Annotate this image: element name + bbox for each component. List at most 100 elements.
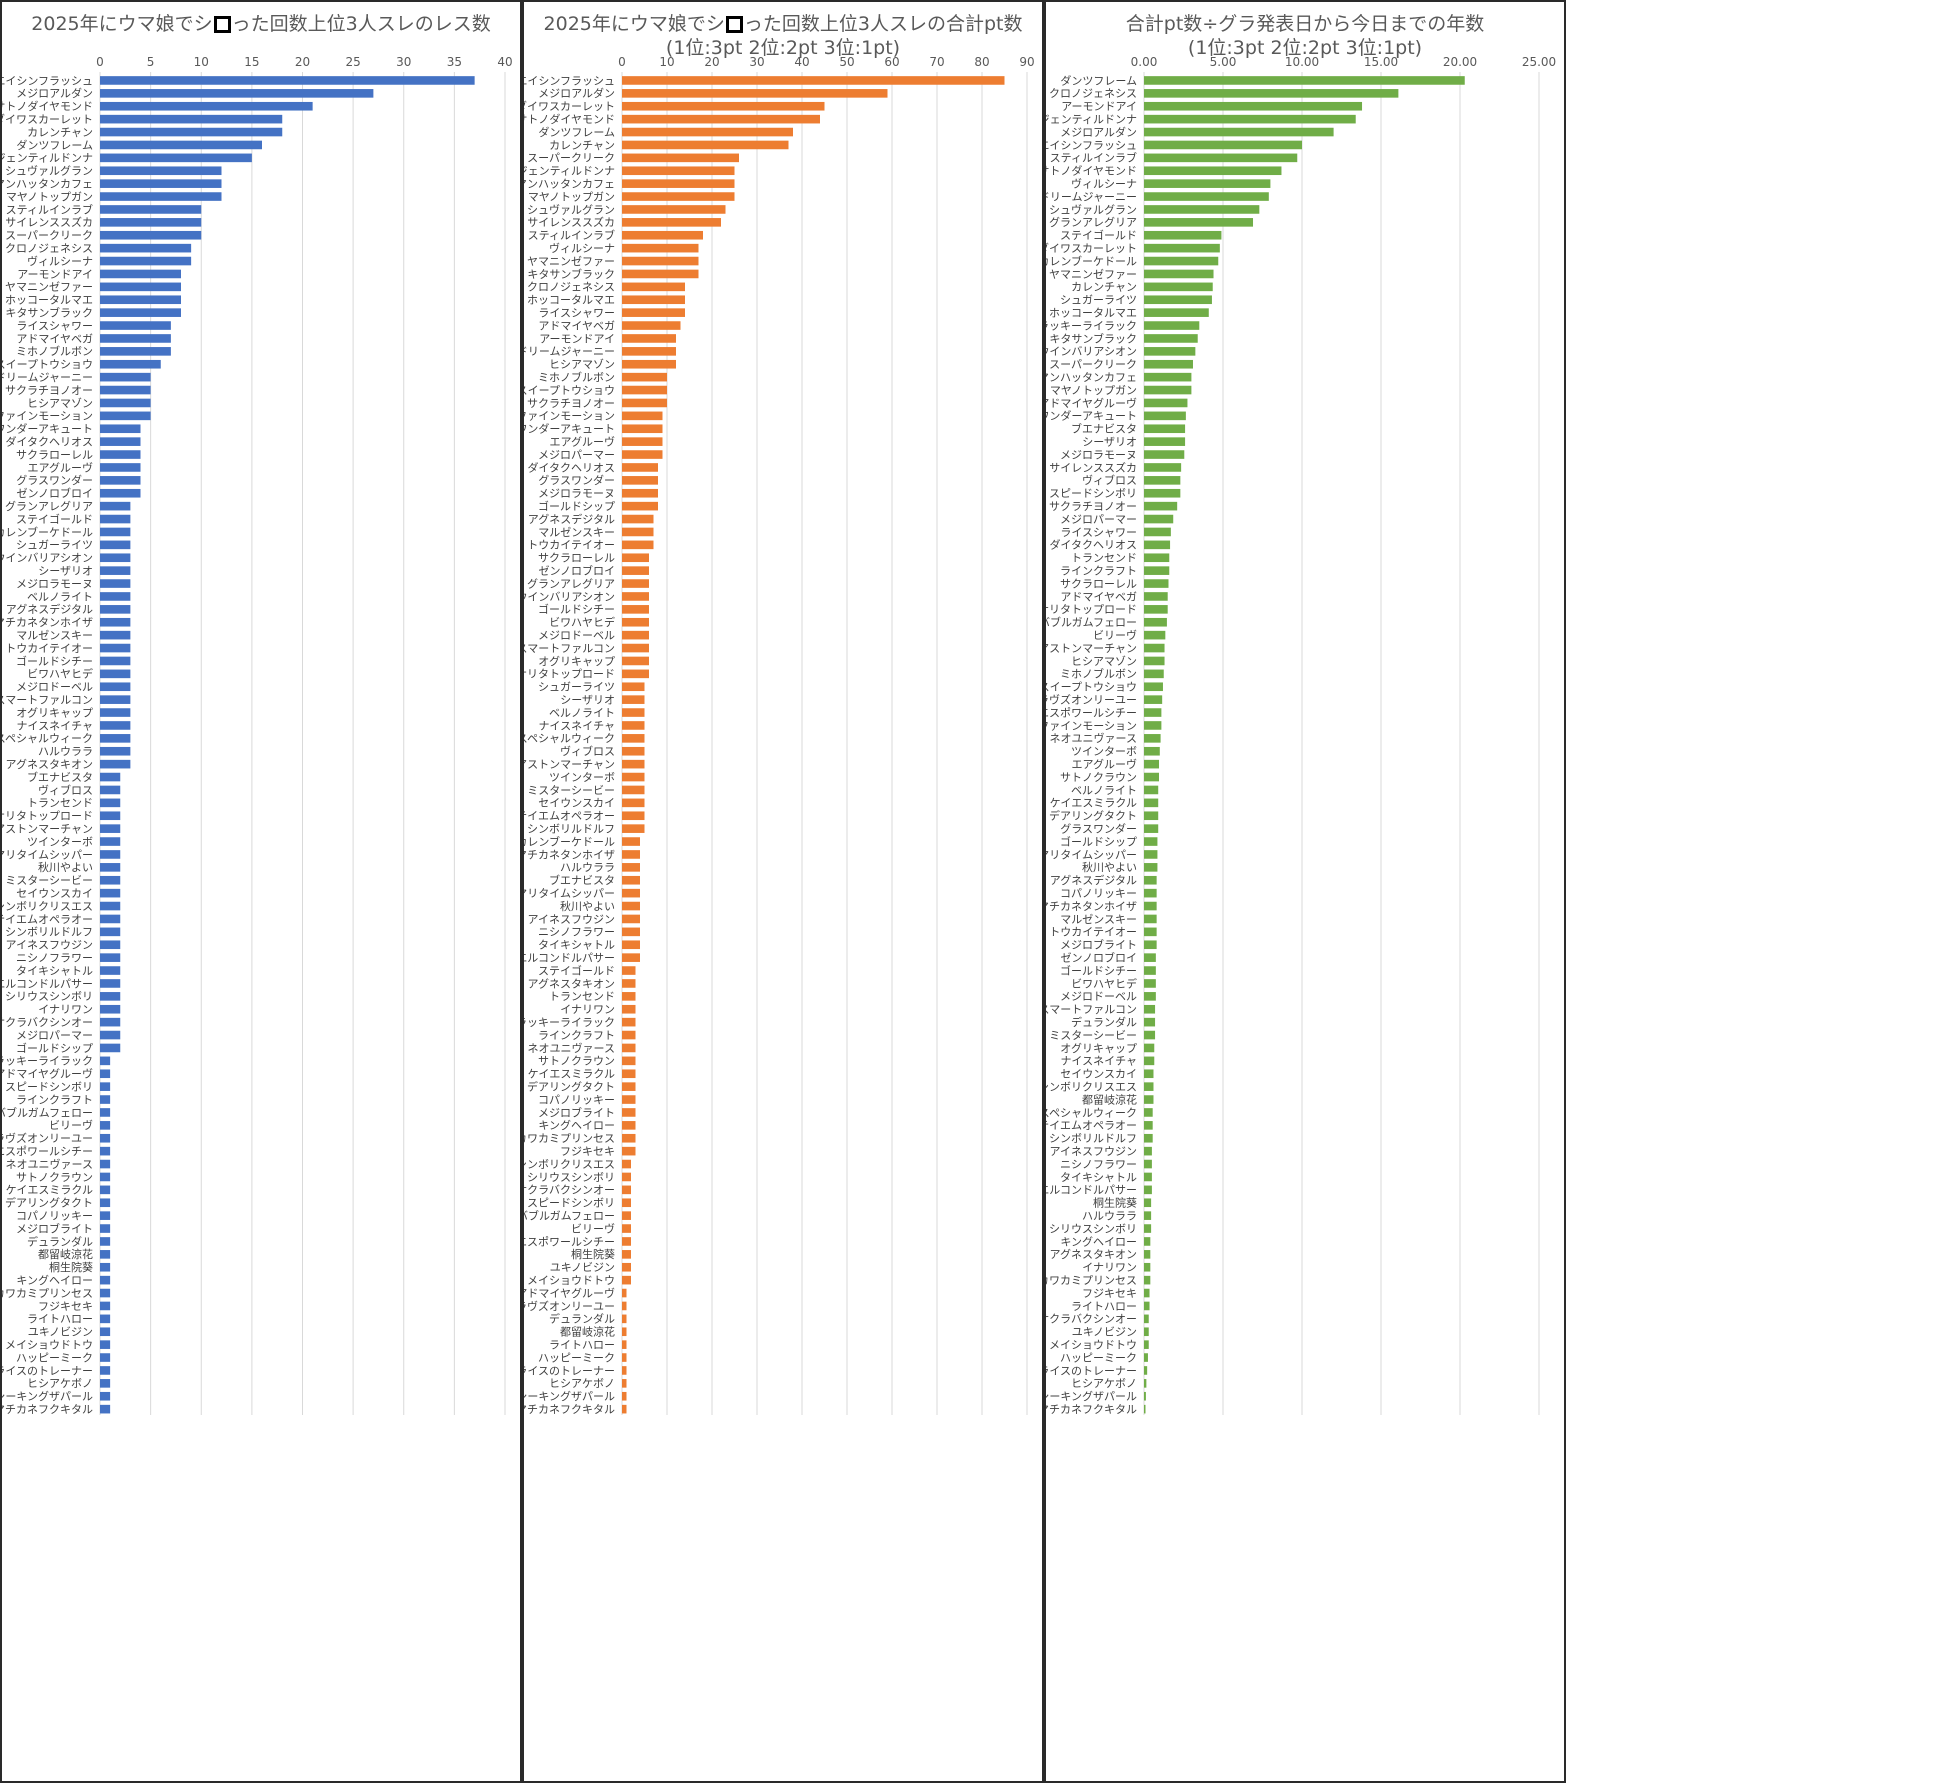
category-label: ヤマニンゼファー [5, 281, 93, 294]
category-label: ドリームジャーニー [524, 345, 615, 358]
x-tick-label: 15 [244, 55, 259, 69]
category-label: シュヴァルグラン [5, 164, 93, 178]
category-label: シュヴァルグラン [1049, 202, 1137, 216]
bar [1144, 1069, 1154, 1079]
bar [100, 501, 131, 511]
category-label: ウインバリアシオン [1046, 345, 1137, 358]
bar [1144, 592, 1168, 601]
bar [100, 772, 121, 782]
bar [622, 334, 676, 343]
category-label: アイネスフウジン [528, 913, 615, 926]
category-label: マルゼンスキー [538, 526, 615, 539]
bar [622, 295, 685, 305]
category-label: メイショウドトウ [1049, 1338, 1137, 1351]
bar [622, 1301, 627, 1311]
bar [622, 940, 640, 950]
bar [1144, 811, 1159, 821]
x-tick-label: 40 [497, 55, 512, 69]
category-label: グラスワンダー [16, 473, 93, 487]
chart-subtitle: (1位:3pt 2位:2pt 3位:1pt) [1187, 37, 1423, 59]
category-label: ミスターシービー [527, 784, 615, 797]
category-label: アドマイヤグルーヴ [2, 1067, 93, 1081]
bar [1144, 1353, 1148, 1362]
category-label: ゼンノロブロイ [17, 486, 93, 500]
category-label: ヴィルシーナ [549, 241, 615, 255]
bar [622, 398, 667, 408]
title-text-before: 2025年にウマ娘でシ [31, 13, 213, 35]
category-label: デアリングタクト [527, 1079, 615, 1093]
category-label: キングヘイロー [538, 1118, 615, 1132]
category-label: トランセンド [1071, 552, 1137, 565]
category-label: ナリタトップロード [2, 810, 93, 823]
category-label: マヤノトップガン [6, 190, 93, 203]
category-label: ライトハロー [1071, 1300, 1137, 1313]
category-label: 都留岐涼花 [1082, 1092, 1137, 1106]
category-label: ダンツフレーム [16, 138, 93, 152]
bar [100, 385, 151, 395]
bar [1144, 734, 1161, 743]
bar [100, 759, 131, 769]
bar [622, 656, 649, 666]
bar [622, 308, 685, 317]
category-label: スペシャルウィーク [1046, 1106, 1137, 1119]
category-label: オグリキャップ [16, 705, 93, 719]
bar [100, 269, 181, 279]
category-label: イナリワン [560, 1003, 615, 1016]
bar [1144, 153, 1298, 163]
category-label: ハルウララ [560, 861, 615, 874]
bar [100, 721, 131, 730]
bar [1144, 321, 1200, 330]
bar [622, 1237, 631, 1246]
title-text: 合計pt数÷グラ発表日から今日までの年数 [1125, 13, 1485, 35]
category-label: メジロアルダン [16, 86, 93, 100]
category-label: フジキセキ [560, 1145, 615, 1158]
category-label: アグネスタキオン [6, 757, 93, 771]
bar [100, 979, 121, 988]
category-label: クロノジェネシス [5, 242, 93, 255]
bar [100, 914, 121, 924]
category-label: コパノリッキー [16, 1209, 93, 1222]
x-tick-label: 90 [1019, 55, 1034, 69]
chart-title: 2025年にウマ娘でシ った回数上位3人スレのレス数 [2, 12, 520, 36]
bar [1144, 230, 1222, 240]
bar [100, 218, 202, 227]
category-label: サクラバクシンオー [2, 1016, 93, 1029]
bar [622, 721, 645, 730]
category-label: カワカミプリンセス [1046, 1274, 1137, 1287]
category-label: カレンブーケドール [524, 834, 615, 848]
category-label: サトノクラウン [538, 1055, 615, 1068]
x-tick-label: 30 [396, 55, 411, 69]
category-label: サイレンススズカ [5, 215, 93, 229]
category-label: フジキセキ [1082, 1287, 1137, 1300]
category-label: バブルガムフェロー [2, 1105, 93, 1119]
category-label: マチカネフクキタル [1046, 1403, 1137, 1416]
bar [100, 127, 283, 137]
category-label: メジロラモーヌ [16, 577, 93, 590]
bar [1144, 785, 1159, 795]
bar [100, 992, 121, 1001]
bar [622, 1146, 636, 1156]
category-label: マチカネフクキタル [524, 1403, 615, 1416]
x-tick-label: 20 [295, 55, 310, 69]
category-label: ラインクラフト [16, 1093, 93, 1106]
category-label: ライトハロー [27, 1313, 93, 1326]
bar [622, 708, 645, 717]
bar [622, 966, 636, 975]
category-label: エスポワールシチー [524, 1235, 615, 1248]
category-label: ウインバリアシオン [524, 590, 615, 603]
bar [622, 914, 640, 924]
bar [622, 463, 658, 472]
category-label: ステイゴールド [1060, 228, 1137, 242]
category-label: アドマイヤベガ [1060, 590, 1137, 603]
bar [100, 114, 283, 124]
category-label: アーモンドアイ [539, 332, 615, 345]
category-label: ツインターボ [549, 771, 615, 784]
bar [100, 630, 131, 640]
bar [100, 192, 222, 201]
category-label: ゴールドシップ [1060, 834, 1137, 848]
bar [622, 953, 640, 962]
bar [100, 850, 121, 859]
category-label: アイネスフウジン [6, 939, 93, 952]
category-label: サクラチヨノオー [527, 397, 615, 410]
bar [622, 192, 735, 201]
